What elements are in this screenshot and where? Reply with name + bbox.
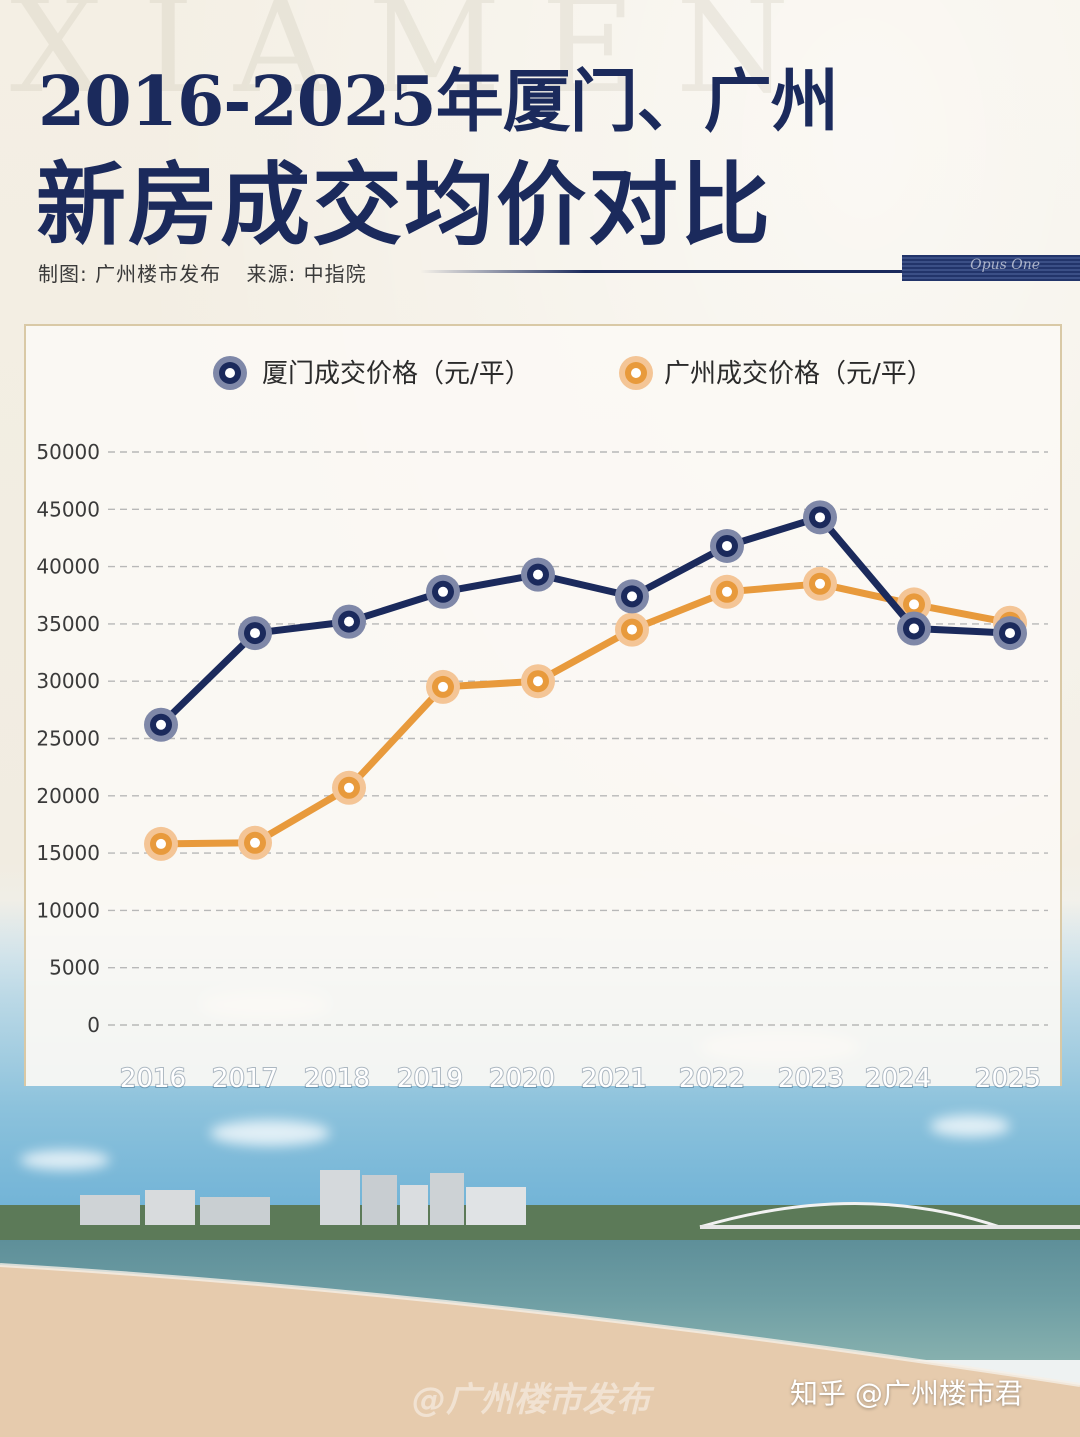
header-rule xyxy=(420,270,1080,273)
data-point-guangzhou xyxy=(897,587,931,622)
x-tick-label: 2020 xyxy=(489,1064,555,1094)
cloud xyxy=(930,1115,1010,1137)
data-point-xiamen xyxy=(615,579,649,614)
city-skyline xyxy=(0,1170,1080,1245)
y-tick-label: 0 xyxy=(87,1013,100,1037)
point-center xyxy=(344,616,354,627)
header-rule-block: Opus One xyxy=(902,255,1080,281)
data-point-guangzhou xyxy=(615,612,649,647)
chart-card xyxy=(24,324,1062,1086)
point-center xyxy=(344,782,354,793)
data-point-guangzhou xyxy=(332,770,366,805)
data-point-xiamen xyxy=(332,604,366,639)
y-tick-label: 30000 xyxy=(36,669,100,693)
point-center xyxy=(815,578,825,589)
point-center xyxy=(627,591,637,602)
cloud xyxy=(20,1150,110,1170)
point-center xyxy=(627,624,637,635)
x-axis-ticks: 2016 2017 2018 2019 2020 2021 2022 2023 2024 2025 xyxy=(119,1063,1042,1095)
data-point-guangzhou xyxy=(710,574,744,609)
y-tick-label: 40000 xyxy=(36,555,100,579)
point-center xyxy=(438,681,448,692)
data-point-guangzhou xyxy=(803,566,837,601)
point-center xyxy=(250,628,260,639)
data-point-xiamen xyxy=(897,611,931,646)
legend-label-xiamen: 厦门成交价格（元/平） xyxy=(262,359,531,389)
series-line-xiamen xyxy=(157,513,1014,729)
title-line-2: 新房成交均价对比 xyxy=(36,152,772,258)
legend-marker-dot xyxy=(631,368,641,378)
x-tick-label: 2016 xyxy=(120,1064,186,1094)
faded-watermark: @广州楼市发布 xyxy=(412,1380,650,1420)
y-tick-label: 25000 xyxy=(36,727,100,751)
x-tick-label: 2024 xyxy=(865,1064,931,1094)
data-point-xiamen xyxy=(144,707,178,742)
x-tick-label: 2018 xyxy=(304,1064,370,1094)
platform-watermark: 知乎 @广州楼市君 xyxy=(790,1377,1023,1410)
data-point-xiamen xyxy=(710,528,744,563)
series-layer xyxy=(144,500,1027,861)
point-center xyxy=(1005,628,1015,639)
y-tick-label: 20000 xyxy=(36,784,100,808)
legend-label-guangzhou: 广州成交价格（元/平） xyxy=(664,359,933,389)
point-center xyxy=(909,599,919,610)
x-tick-label: 2019 xyxy=(397,1064,463,1094)
grid-layer xyxy=(108,451,1048,1026)
x-tick-label: 2022 xyxy=(679,1064,745,1094)
point-center xyxy=(156,838,166,849)
title-line-1: 2016-2025年厦门、广州 xyxy=(38,62,839,142)
point-center xyxy=(533,569,543,580)
data-point-xiamen xyxy=(803,500,837,535)
series-line-guangzhou xyxy=(157,580,1014,848)
point-center xyxy=(156,719,166,730)
legend-item-xiamen: 厦门成交价格（元/平） xyxy=(213,356,531,390)
y-axis-ticks: 5000045000400003500030000250002000015000… xyxy=(36,440,100,1037)
data-point-xiamen xyxy=(993,616,1027,651)
y-tick-label: 35000 xyxy=(36,612,100,636)
point-center xyxy=(815,512,825,523)
data-point-xiamen xyxy=(521,557,555,592)
cloud xyxy=(210,1120,330,1146)
x-tick-label: 2021 xyxy=(581,1064,647,1094)
point-center xyxy=(438,586,448,597)
credit-line: 制图: 广州楼市发布 来源: 中指院 xyxy=(38,258,385,287)
point-center xyxy=(250,837,260,848)
x-tick-label: 2025 xyxy=(975,1064,1041,1094)
legend-item-guangzhou: 广州成交价格（元/平） xyxy=(619,356,933,390)
y-tick-label: 50000 xyxy=(36,440,100,464)
signature-text: Opus One xyxy=(970,257,1040,273)
credit-maker: 制图: 广州楼市发布 xyxy=(38,262,222,286)
point-center xyxy=(533,676,543,687)
data-point-guangzhou xyxy=(238,825,272,860)
x-tick-label: 2017 xyxy=(212,1064,278,1094)
credit-source: 来源: 中指院 xyxy=(246,262,367,286)
point-center xyxy=(909,623,919,634)
point-center xyxy=(722,540,732,551)
x-tick-label: 2023 xyxy=(778,1064,844,1094)
point-center xyxy=(722,586,732,597)
data-point-xiamen xyxy=(238,616,272,651)
legend: 厦门成交价格（元/平） 广州成交价格（元/平） xyxy=(213,356,933,390)
data-point-guangzhou xyxy=(144,826,178,861)
beach-shore xyxy=(0,1263,1080,1437)
y-tick-label: 45000 xyxy=(36,497,100,521)
data-point-guangzhou xyxy=(521,664,555,699)
background-watermark: XIAMEN xyxy=(10,0,830,122)
y-tick-label: 10000 xyxy=(36,898,100,922)
y-tick-label: 15000 xyxy=(36,841,100,865)
y-tick-label: 5000 xyxy=(49,956,100,980)
legend-marker-dot xyxy=(225,368,235,378)
data-point-xiamen xyxy=(426,574,460,609)
data-point-guangzhou xyxy=(426,669,460,704)
